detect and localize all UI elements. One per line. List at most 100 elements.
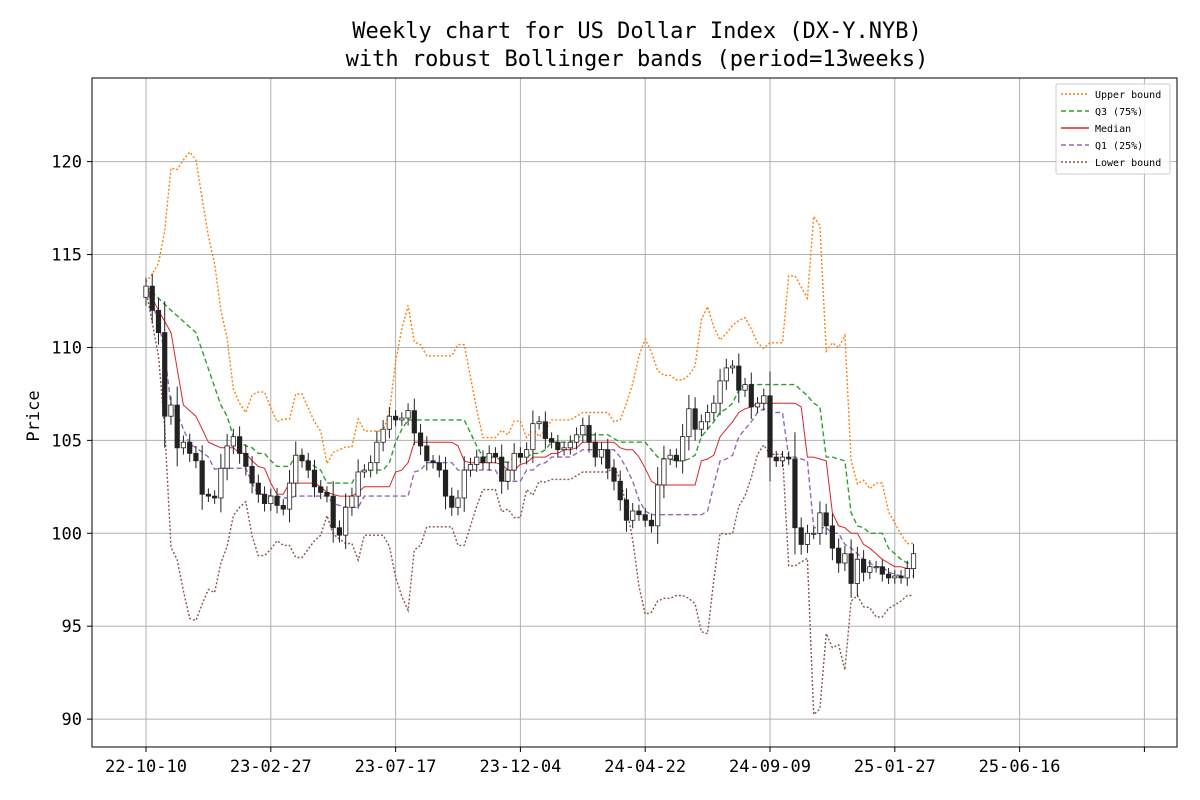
- candle-body: [424, 445, 430, 462]
- y-tick-label: 120: [51, 153, 82, 173]
- candle-body: [761, 395, 767, 404]
- candle: [524, 442, 530, 465]
- candle: [655, 467, 661, 544]
- candle: [792, 432, 798, 555]
- candle-body: [692, 408, 698, 430]
- candle-body: [829, 525, 836, 549]
- candle: [636, 504, 642, 521]
- candle: [692, 397, 698, 441]
- candle: [162, 301, 168, 448]
- candle-body: [368, 462, 374, 471]
- candle: [910, 544, 917, 579]
- candle-body: [399, 417, 405, 421]
- candle: [586, 415, 592, 453]
- candle-body: [168, 404, 174, 417]
- candle: [218, 453, 224, 513]
- candle-layer: [143, 273, 917, 598]
- candle-body: [355, 471, 361, 497]
- candle: [729, 360, 736, 374]
- candle-body: [885, 573, 892, 579]
- candle-body: [792, 458, 798, 529]
- candle: [873, 560, 879, 573]
- candle: [255, 474, 261, 503]
- x-tick-label: 22-10-10: [105, 757, 187, 777]
- candle-body: [187, 441, 193, 454]
- candle: [386, 407, 392, 439]
- candle-body: [280, 505, 286, 510]
- candle: [280, 499, 286, 516]
- candle-body: [873, 566, 879, 569]
- chart-title-line2: with robust Bollinger bands (period=13we…: [345, 47, 929, 72]
- y-axis-label: Price: [24, 390, 44, 441]
- candle: [680, 424, 686, 474]
- candle-body: [492, 452, 499, 458]
- candle-body: [861, 558, 867, 573]
- candle-body: [517, 452, 524, 458]
- candle: [530, 410, 536, 463]
- candle: [399, 412, 405, 426]
- candle: [779, 450, 786, 468]
- candle-body: [910, 553, 917, 570]
- candle-body: [711, 402, 717, 413]
- candle: [648, 513, 655, 533]
- candle-body: [343, 506, 349, 536]
- candle-body: [455, 497, 461, 508]
- candle-body: [680, 436, 686, 462]
- candle-body: [567, 441, 573, 449]
- candle: [711, 395, 717, 421]
- candle: [667, 449, 673, 466]
- candle-body: [199, 460, 205, 495]
- plot-frame: [91, 77, 1178, 748]
- candle-body: [155, 309, 162, 333]
- candle: [798, 517, 804, 555]
- candle-body: [361, 469, 368, 473]
- candle-body: [729, 365, 736, 369]
- candle-body: [318, 486, 324, 493]
- candle-body: [430, 460, 436, 464]
- candle: [368, 455, 374, 478]
- candle-body: [655, 484, 661, 527]
- candle: [261, 486, 268, 512]
- candle: [149, 273, 155, 323]
- candle: [411, 398, 417, 445]
- candle: [786, 451, 792, 465]
- candle: [361, 464, 368, 478]
- candle: [486, 445, 492, 471]
- candle-body: [773, 456, 779, 462]
- candle: [823, 503, 829, 535]
- candle: [455, 490, 461, 516]
- candle: [705, 404, 711, 430]
- candle: [885, 567, 892, 585]
- candle: [212, 490, 218, 504]
- candle: [417, 423, 424, 456]
- candle-body: [605, 449, 611, 469]
- candle: [698, 414, 704, 437]
- candle-body: [630, 510, 636, 521]
- candle: [311, 459, 318, 498]
- candle: [861, 550, 867, 582]
- candle: [517, 447, 524, 464]
- candle-body: [236, 436, 243, 454]
- candle-body: [811, 532, 817, 535]
- candle-body: [499, 456, 505, 482]
- candle: [187, 433, 193, 462]
- candle-body: [486, 452, 492, 464]
- candle: [848, 539, 854, 598]
- candle-body: [836, 547, 842, 564]
- legend-label: Q3 (75%): [1095, 107, 1143, 118]
- candle: [555, 434, 561, 458]
- candle: [598, 442, 605, 465]
- candle: [380, 420, 386, 452]
- candle: [392, 410, 399, 427]
- candle: [892, 570, 898, 584]
- candle: [836, 538, 842, 573]
- candle-body: [442, 469, 449, 497]
- candle-body: [180, 441, 187, 449]
- candle: [661, 445, 667, 499]
- candle-body: [293, 454, 299, 484]
- candle: [193, 446, 199, 469]
- candle: [592, 432, 598, 467]
- candle-body: [336, 527, 343, 536]
- candle: [617, 470, 623, 511]
- candle: [174, 386, 180, 467]
